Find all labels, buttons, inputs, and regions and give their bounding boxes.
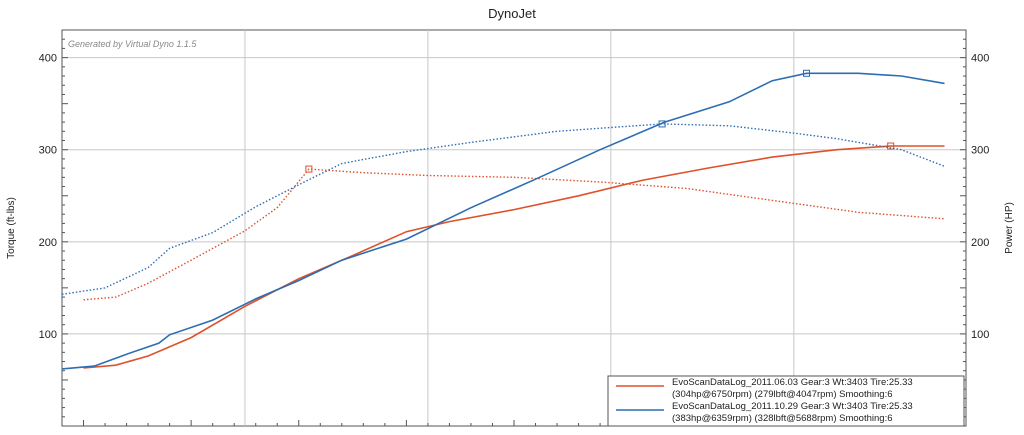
y-tick-label-right: 200	[971, 237, 989, 249]
y-tick-label-left: 200	[39, 237, 57, 249]
plot-area	[62, 30, 966, 426]
legend-entry-1-line1: EvoScanDataLog_2011.06.03 Gear:3 Wt:3403…	[672, 377, 913, 388]
y-tick-label-left: 400	[39, 53, 57, 65]
y-tick-label-right: 400	[971, 53, 989, 65]
left-axis-ticks: 100 200 300 400	[39, 53, 57, 341]
right-axis-ticks: 100 200 300 400	[971, 53, 989, 341]
y-axis-label-right: Power (HP)	[1004, 202, 1015, 254]
y-tick-label-right: 300	[971, 145, 989, 157]
legend: EvoScanDataLog_2011.06.03 Gear:3 Wt:3403…	[608, 376, 964, 426]
legend-entry-2-line2: (383hp@6359rpm) (328lbft@5688rpm) Smooth…	[672, 413, 893, 424]
legend-entry-1-line2: (304hp@6750rpm) (279lbft@4047rpm) Smooth…	[672, 389, 893, 400]
legend-entry-2-line1: EvoScanDataLog_2011.10.29 Gear:3 Wt:3403…	[672, 401, 913, 412]
chart-title: DynoJet	[488, 6, 536, 21]
y-tick-label-left: 100	[39, 329, 57, 341]
y-tick-label-left: 300	[39, 145, 57, 157]
watermark-text: Generated by Virtual Dyno 1.1.5	[68, 39, 197, 49]
y-tick-label-right: 100	[971, 329, 989, 341]
y-axis-label-left: Torque (ft-lbs)	[6, 197, 17, 259]
